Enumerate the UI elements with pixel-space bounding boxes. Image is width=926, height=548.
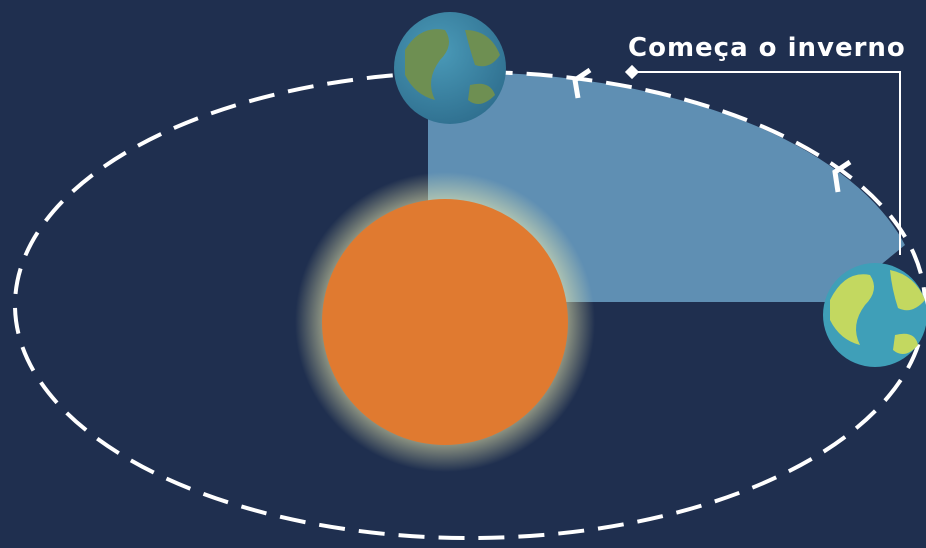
earth (823, 263, 926, 367)
direction-arrow (832, 159, 852, 193)
leader-marker (624, 64, 640, 80)
direction-arrow (572, 67, 592, 99)
label-leader (632, 71, 901, 255)
earth (394, 12, 506, 124)
season-label: Começa o inverno (628, 33, 906, 63)
sun (322, 199, 568, 445)
